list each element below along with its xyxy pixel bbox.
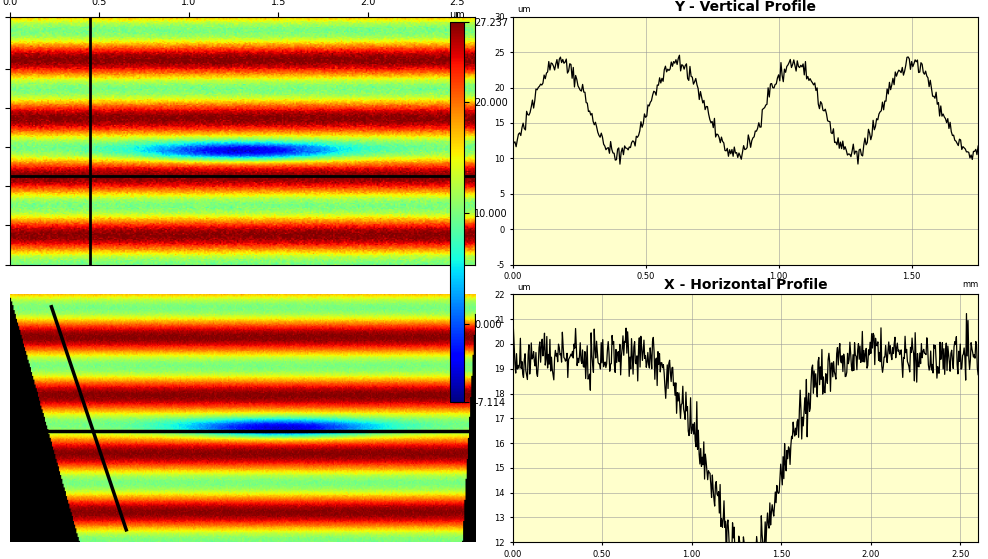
Title: Y - Vertical Profile: Y - Vertical Profile	[675, 0, 816, 14]
Title: X - Horizontal Profile: X - Horizontal Profile	[664, 278, 827, 292]
Title: um: um	[450, 10, 464, 20]
Text: mm: mm	[962, 280, 978, 288]
Text: mm: mm	[962, 557, 978, 559]
Text: um: um	[518, 283, 531, 292]
Text: um: um	[518, 5, 531, 15]
